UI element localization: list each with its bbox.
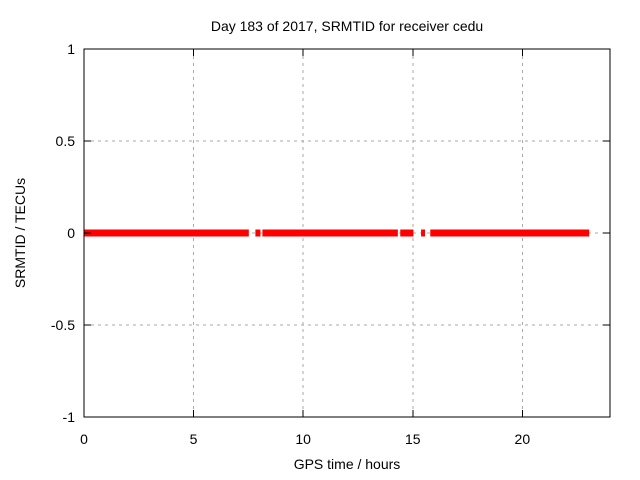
y-tick-label: 1 <box>67 41 75 57</box>
data-series-layer <box>84 229 590 237</box>
y-tick-label: 0.5 <box>56 133 76 149</box>
y-axis-label: SRMTID / TECUs <box>12 178 28 288</box>
data-line-segment <box>84 229 249 237</box>
x-tick-label: 20 <box>515 431 531 447</box>
y-tick-label: 0 <box>67 225 75 241</box>
tick-label-layer: 0 5 10 15 20 1 0.5 0 -0.5 -1 <box>51 41 530 447</box>
x-tick-label: 15 <box>405 431 421 447</box>
data-line-segment <box>430 229 590 237</box>
x-tick-label: 0 <box>80 431 88 447</box>
data-line-segment <box>421 229 426 237</box>
x-tick-label: 5 <box>190 431 198 447</box>
y-tick-label: -1 <box>63 409 76 425</box>
chart-title: Day 183 of 2017, SRMTID for receiver ced… <box>211 18 483 34</box>
data-line-segment <box>262 229 398 237</box>
x-axis-label: GPS time / hours <box>294 456 401 472</box>
x-tick-label: 10 <box>295 431 311 447</box>
y-tick-label: -0.5 <box>51 317 75 333</box>
axis-layer <box>83 48 611 418</box>
data-line-segment <box>255 229 261 237</box>
plot-border <box>83 48 611 418</box>
data-line-segment <box>400 229 414 237</box>
